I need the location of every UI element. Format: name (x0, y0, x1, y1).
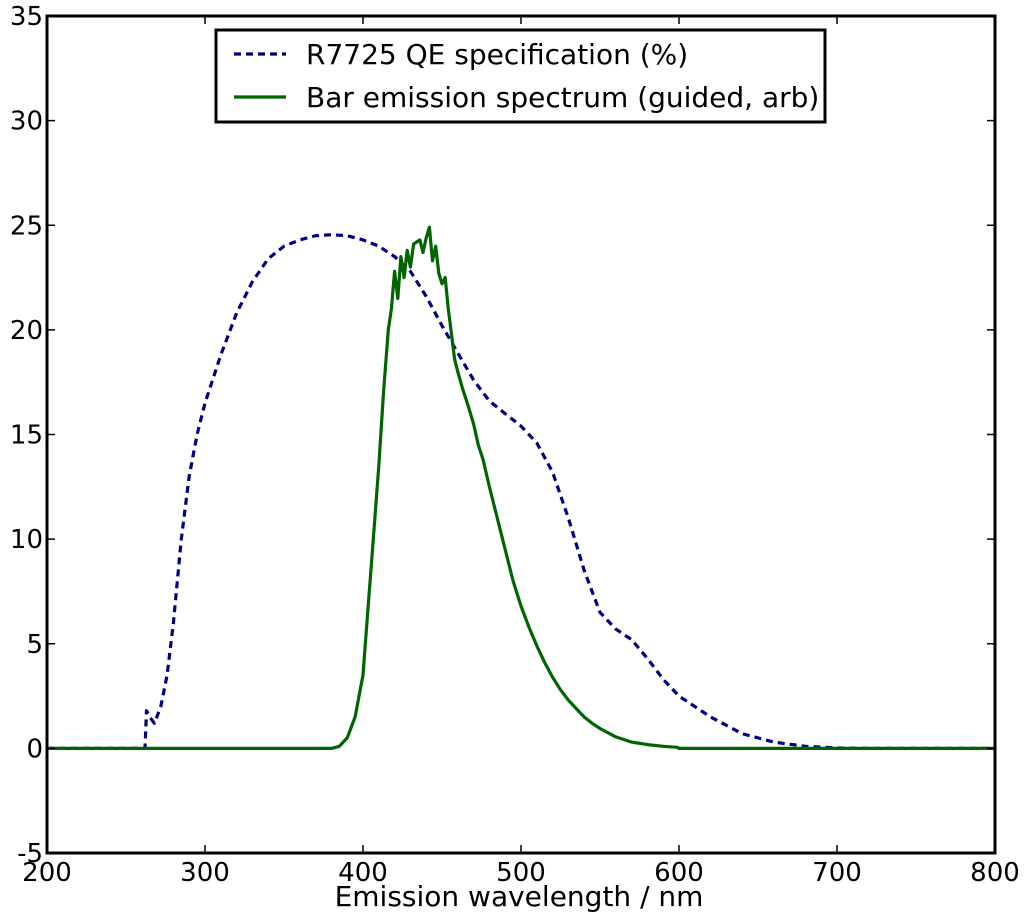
x-tick-label: 200 (22, 858, 72, 888)
series-line-0 (47, 233, 995, 750)
x-axis-label: Emission wavelength / nm (335, 880, 704, 913)
x-tick-label: 800 (970, 858, 1020, 888)
legend-box (214, 28, 827, 124)
legend: R7725 QE specification (%) Bar emission … (214, 28, 827, 124)
y-tick-label: 30 (10, 107, 43, 137)
legend-entry-qe: R7725 QE specification (%) (306, 38, 688, 71)
x-tick-label: 300 (180, 858, 230, 888)
y-tick-label: 25 (10, 211, 43, 241)
legend-entry-emission: Bar emission spectrum (guided, arb) (306, 81, 819, 114)
y-tick-label: 5 (26, 630, 43, 660)
x-tick-label: 500 (496, 858, 546, 888)
y-tick-label: 35 (10, 2, 43, 32)
ticks-layer: 200 300 400 500 600 700 800 -5 0 5 10 15 20 25 30 35 (10, 2, 1020, 888)
y-tick-label: 20 (10, 316, 43, 346)
series-line-1 (47, 225, 995, 750)
x-tick-label: 700 (812, 858, 862, 888)
y-tick-label: 10 (10, 525, 43, 555)
y-tick-label: -5 (17, 839, 43, 869)
y-tick-label: 15 (10, 421, 43, 451)
series-layer (47, 225, 995, 750)
x-tick-label: 400 (338, 858, 388, 888)
y-tick-label: 0 (26, 734, 43, 764)
x-tick-label: 600 (654, 858, 704, 888)
